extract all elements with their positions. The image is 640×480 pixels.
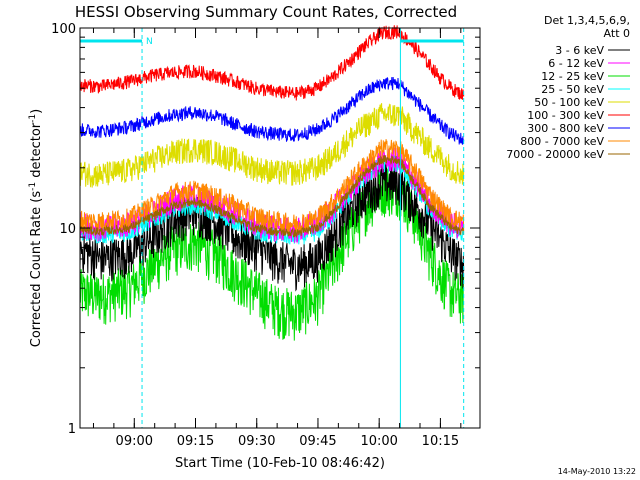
series-line-3-6kev — [79, 163, 465, 292]
night-label: N — [146, 37, 153, 47]
series-line-100-300kev — [79, 25, 465, 101]
legend-label: 100 - 300 keV — [527, 109, 604, 122]
series-line-800-7000kev — [79, 139, 465, 236]
legend-label: 12 - 25 keV — [541, 70, 604, 83]
y-tick-label: 100 — [51, 22, 76, 37]
legend-label: 3 - 6 keV — [555, 44, 604, 57]
x-axis-label: Start Time (10-Feb-10 08:46:42) — [175, 456, 385, 471]
legend-label: 6 - 12 keV — [548, 57, 604, 70]
footer-date: 14-May-2010 13:22 — [558, 467, 636, 476]
series-line-300-800kev — [79, 76, 465, 145]
legend-label: 50 - 100 keV — [534, 96, 604, 109]
x-tick-label: 09:45 — [299, 434, 336, 449]
legend-label: 800 - 7000 keV — [520, 135, 604, 148]
series-line-12-25kev — [79, 167, 465, 341]
x-tick-label: 09:00 — [116, 434, 153, 449]
chart-title: HESSI Observing Summary Count Rates, Cor… — [75, 3, 457, 21]
series-line-7000-20000kev — [79, 154, 465, 238]
legend-label: 7000 - 20000 keV — [506, 148, 604, 161]
x-tick-label: 10:00 — [360, 434, 397, 449]
legend-header-detectors: Det 1,3,4,5,6,9, — [544, 14, 630, 27]
legend-label: 25 - 50 keV — [541, 83, 604, 96]
y-tick-label: 10 — [59, 222, 76, 237]
legend-header-attenuator: Att 0 — [604, 27, 630, 40]
series-layer — [79, 25, 465, 341]
x-tick-label: 09:30 — [238, 434, 275, 449]
axes: 1 10 100 09:00 09:15 09:30 09:45 10:00 10:15 — [51, 22, 480, 449]
x-tick-label: 10:15 — [422, 434, 459, 449]
series-line-50-100kev — [79, 103, 465, 188]
y-axis-label: Corrected Count Rate (s-1 detector-1) — [28, 109, 44, 347]
legend-label: 300 - 800 keV — [527, 122, 604, 135]
y-tick-label: 1 — [68, 422, 76, 437]
x-tick-label: 09:15 — [177, 434, 214, 449]
